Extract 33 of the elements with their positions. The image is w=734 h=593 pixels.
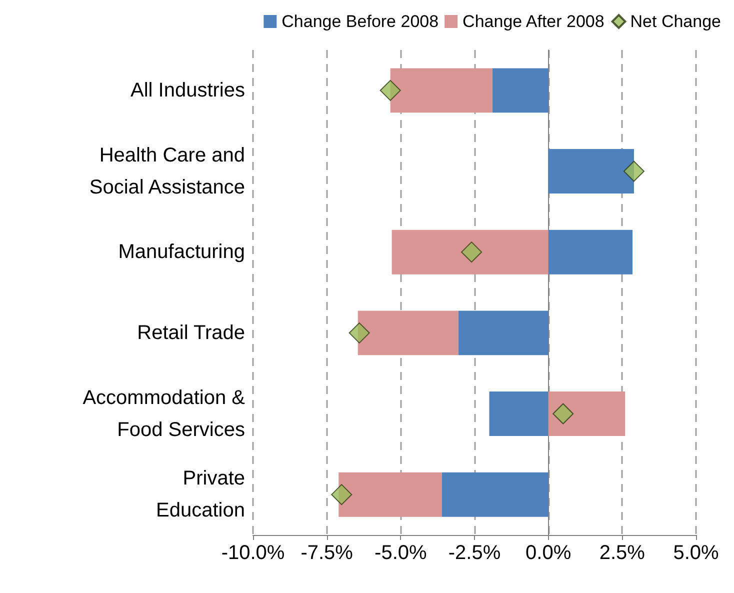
bar — [458, 310, 548, 356]
x-tick-label: 5.0% — [673, 542, 720, 564]
x-tick-label: -2.5% — [448, 542, 501, 564]
y-tick-label: Private Education — [156, 468, 245, 522]
bar — [492, 68, 548, 113]
point — [380, 80, 401, 101]
x-tick-label: -10.0% — [221, 542, 285, 564]
bar — [392, 230, 548, 274]
bar — [442, 472, 548, 517]
bar — [358, 310, 458, 356]
y-tick-label: All Industries — [130, 79, 245, 102]
bar — [338, 472, 442, 517]
y-tick-label: Retail Trade — [137, 322, 245, 344]
legend-label: Net Change — [630, 12, 722, 31]
bar — [548, 149, 634, 194]
bar — [390, 68, 492, 113]
point — [552, 403, 574, 424]
legend-label: Change Before 2008 — [282, 12, 439, 31]
point — [461, 242, 482, 263]
y-tick-label: Accommodation & Food Services — [82, 386, 246, 441]
y-tick-label: Manufacturing — [118, 241, 245, 264]
point — [623, 160, 644, 182]
point — [331, 484, 352, 506]
bar — [489, 392, 548, 436]
y-tick-label: Health Care and Social Assistance — [89, 144, 245, 198]
legend-label: Change After 2008 — [462, 12, 604, 31]
x-tick-label: -5.0% — [374, 542, 428, 564]
x-tick-label: -7.5% — [300, 542, 354, 564]
point — [348, 322, 370, 344]
x-tick-label: 0.0% — [526, 542, 572, 564]
bar — [548, 230, 633, 274]
x-tick-label: 2.5% — [599, 542, 646, 564]
bar — [548, 392, 626, 436]
